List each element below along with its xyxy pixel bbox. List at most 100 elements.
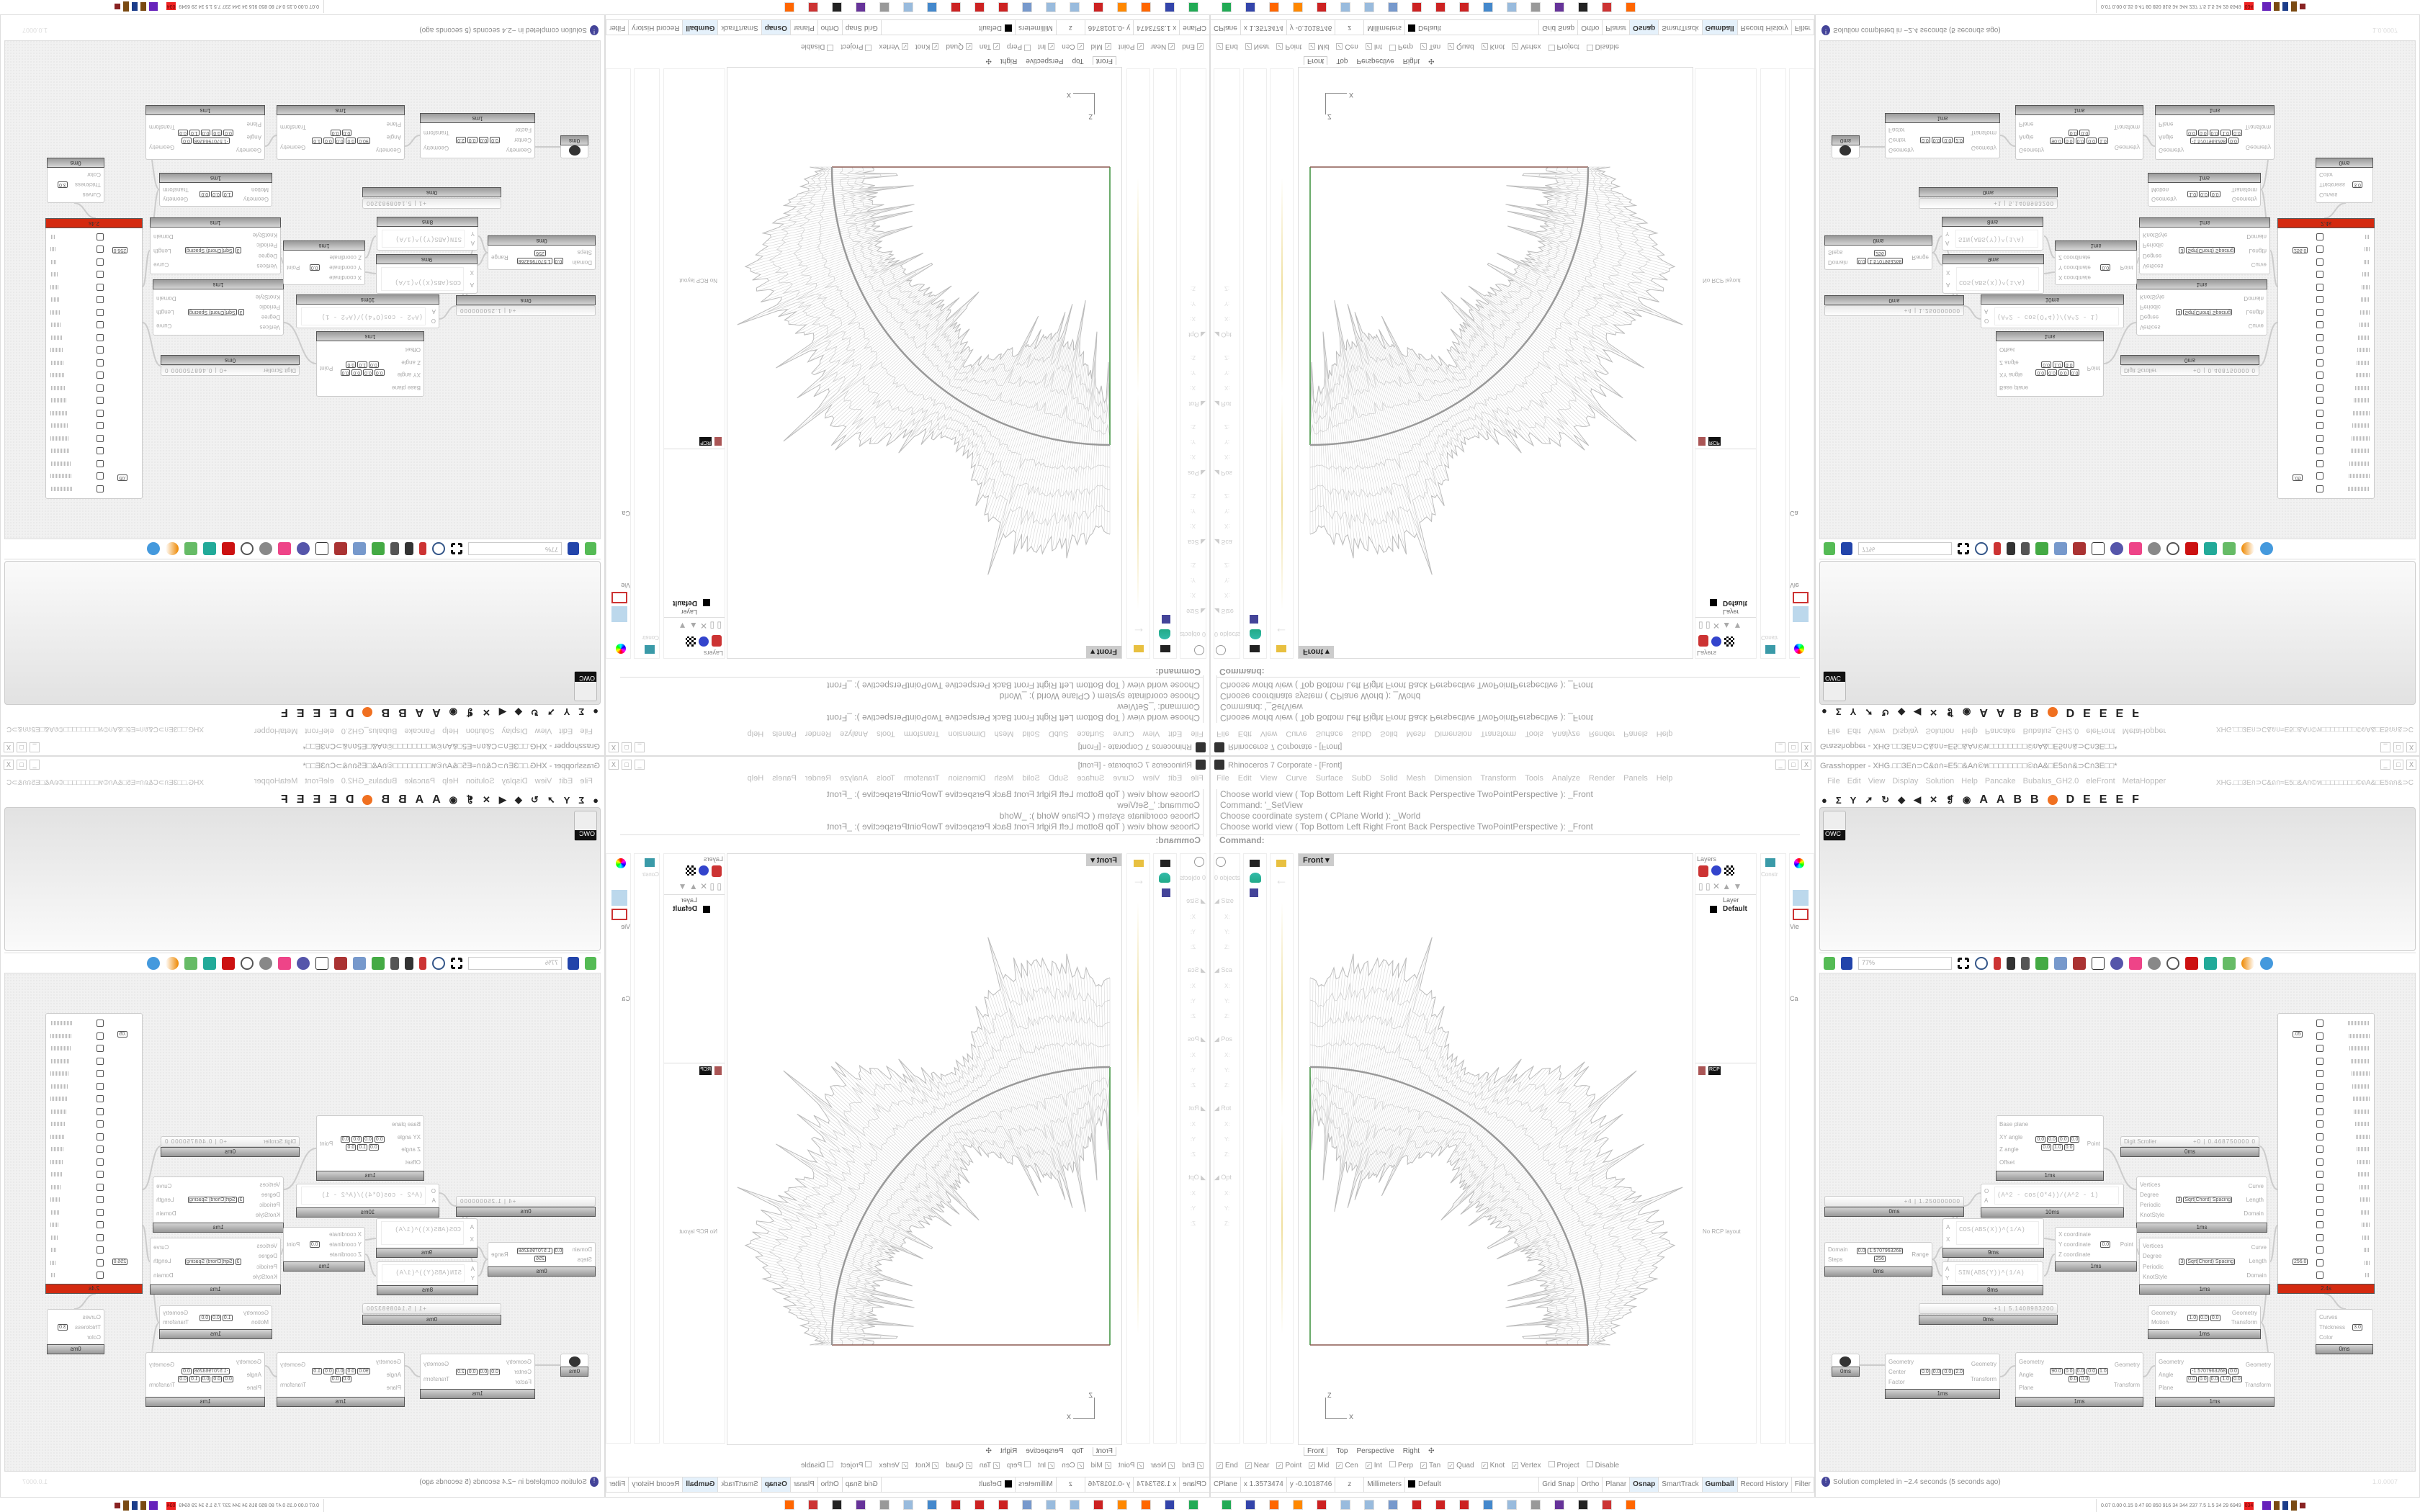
ribbon-tab-b[interactable]: B [381,706,390,719]
minimize-button[interactable]: _ [30,742,40,752]
ribbon-tab-f[interactable]: F [2132,706,2139,719]
input-param[interactable]: Geometry [236,1358,261,1365]
gene-row[interactable] [2316,447,2324,455]
viewport-tab-top[interactable]: Top [1072,1447,1084,1455]
value-box[interactable]: 0.0 [200,130,211,137]
cluster-icon[interactable] [405,542,413,556]
menu-item-subd[interactable]: SubD [1351,774,1372,783]
gene-row[interactable] [2316,435,2324,442]
ribbon-tab-icon[interactable]: Σ [1835,706,1842,718]
brush-icon[interactable] [714,437,722,446]
taskbar-red-app-icon[interactable] [1602,2,1612,12]
taskbar-firefox-icon[interactable] [1269,2,1279,12]
surface-icon[interactable] [2204,956,2217,970]
osnap-point[interactable]: ✓Point [1119,43,1144,51]
gene-row[interactable] [2316,1095,2324,1102]
input-param[interactable]: Offset [405,346,421,354]
value-box[interactable]: Sqrt(Chord) Spacing [184,247,234,254]
cplane[interactable]: CPlane [1211,1477,1241,1492]
value-box[interactable]: 0.0 [467,1368,478,1375]
add-viewport-icon[interactable]: ✣ [985,57,992,65]
ribbon-tab-f[interactable]: F [281,793,288,806]
surface-icon[interactable] [203,542,216,556]
viewport-tab-right[interactable]: Right [1000,57,1018,65]
expression-text[interactable]: (A^2 - cos(O*4))/(A^2 - 1) [1994,307,2119,325]
osnap-perp[interactable]: Perp [1007,1461,1031,1470]
checkbox[interactable]: ✓ [1137,43,1144,50]
menu-item-solution[interactable]: Solution [1925,777,1955,786]
menu-item-transform[interactable]: Transform [903,774,940,783]
menu-item-solid[interactable]: Solid [1022,774,1040,783]
input-param[interactable]: X [470,1236,474,1243]
gene-row[interactable] [2316,258,2324,266]
gene-list-component[interactable]: .05 256.0 2.4s [45,1013,143,1294]
osnap-disable[interactable]: Disable [801,42,834,51]
ribbon-tab-b[interactable]: B [398,793,407,806]
value-box[interactable]: 2.0 [456,137,466,144]
value-box[interactable]: 256.0 [112,247,128,253]
input-param[interactable]: Y coordinate [329,264,362,271]
slider-track[interactable]: Digit Scroller +0 | 0.468750000 0 [2120,1136,2259,1147]
input-param[interactable]: Curves [82,192,101,199]
toggle-filter[interactable]: Filter [1792,1477,1814,1492]
osnap-mid[interactable]: ✓Mid [1091,1462,1111,1470]
osnap-perp[interactable]: Perp [1389,1461,1413,1470]
checkbox[interactable]: ✓ [1137,1462,1144,1469]
value-box[interactable]: 0.0 [340,369,351,376]
toggle-record-history[interactable]: Record History [628,20,683,35]
expression-component[interactable]: A X COS(ABS(X))^(1/A) 9ms [1942,1218,2044,1258]
gha-icon[interactable] [2073,542,2086,556]
osnap-quad[interactable]: ✓Quad [946,1462,972,1470]
expression-text[interactable]: SIN(ABS(Y))^(1/A) [382,230,465,248]
expression-component[interactable]: O A (A^2 - cos(O*4))/(A^2 - 1) 10ms [1981,294,2124,328]
gene-row[interactable] [2316,422,2324,430]
gene-row[interactable] [96,460,104,467]
input-param[interactable]: X coordinate [329,274,362,281]
taskbar-blender-icon[interactable] [1293,1500,1303,1510]
value-box[interactable]: 0.0 [2035,1136,2046,1143]
open-file-icon[interactable] [1824,542,1835,556]
osnap-knot[interactable]: ✓Knot [915,1462,939,1470]
property-section[interactable]: ◢ Rot [1188,1104,1206,1112]
preview-mode-icon[interactable] [147,542,160,556]
osnap-end[interactable]: ✓End [1182,1462,1204,1470]
property-section[interactable]: ◢ Pos [1214,1035,1232,1043]
ribbon-tab-icon[interactable]: ◀ [498,794,506,805]
taskbar-notepad-icon[interactable] [1046,1500,1056,1510]
interpolate-curve-component[interactable]: Vertices Degree Periodic KnotStyle 3 Sqrt(Cho… [150,217,281,274]
value-box[interactable]: Sqrt(Chord) Spacing [184,1258,234,1265]
value-box[interactable]: 0.0 [490,1368,500,1375]
output-param[interactable]: Range [1912,254,1929,261]
ribbon-tab-icon[interactable]: ● [593,794,599,806]
taskbar-red-app-icon[interactable] [1602,1500,1612,1510]
preview-mode-icon[interactable] [147,956,160,970]
save-file-icon[interactable] [1841,542,1852,556]
gene-row[interactable] [96,1133,104,1140]
value-box[interactable]: 0.0 [346,1367,357,1374]
properties-icon[interactable] [1216,857,1226,867]
checkbox[interactable] [1389,45,1396,51]
close-button[interactable]: X [1801,760,1811,770]
value-box[interactable]: 0.0 [2209,1375,2220,1382]
minimize-button[interactable]: _ [635,742,645,752]
osnap-end[interactable]: ✓End [1182,43,1204,51]
ribbon-component[interactable]: OWC [574,811,597,841]
input-param[interactable]: Factor [1888,1378,1905,1385]
units[interactable]: Millimeters [1014,1477,1056,1492]
menu-item-bubalus_gh2.0[interactable]: Bubalus_GH2.0 [2022,777,2079,786]
input-param[interactable]: Geometry [1888,147,1914,154]
osnap-mid[interactable]: ✓Mid [1309,43,1329,51]
ribbon-tab-d[interactable]: D [345,793,354,806]
output-param[interactable]: Transform [163,1319,189,1326]
taskbar-red-app-icon[interactable] [951,1500,961,1510]
named-view-icon[interactable] [1793,909,1809,920]
taskbar-firefox-icon[interactable] [1269,1500,1279,1510]
ribbon-tab-b[interactable]: B [2013,793,2022,806]
output-param[interactable]: Curve [156,323,172,329]
taskbar-red-app-icon[interactable] [1317,2,1327,12]
gene-row[interactable] [2316,1272,2324,1279]
input-param[interactable]: Geometry [2019,1358,2045,1365]
taskbar-floppy-64-icon[interactable] [1165,2,1175,12]
value-box[interactable]: 1.0 [2220,1375,2231,1382]
align-icon[interactable] [372,956,385,970]
